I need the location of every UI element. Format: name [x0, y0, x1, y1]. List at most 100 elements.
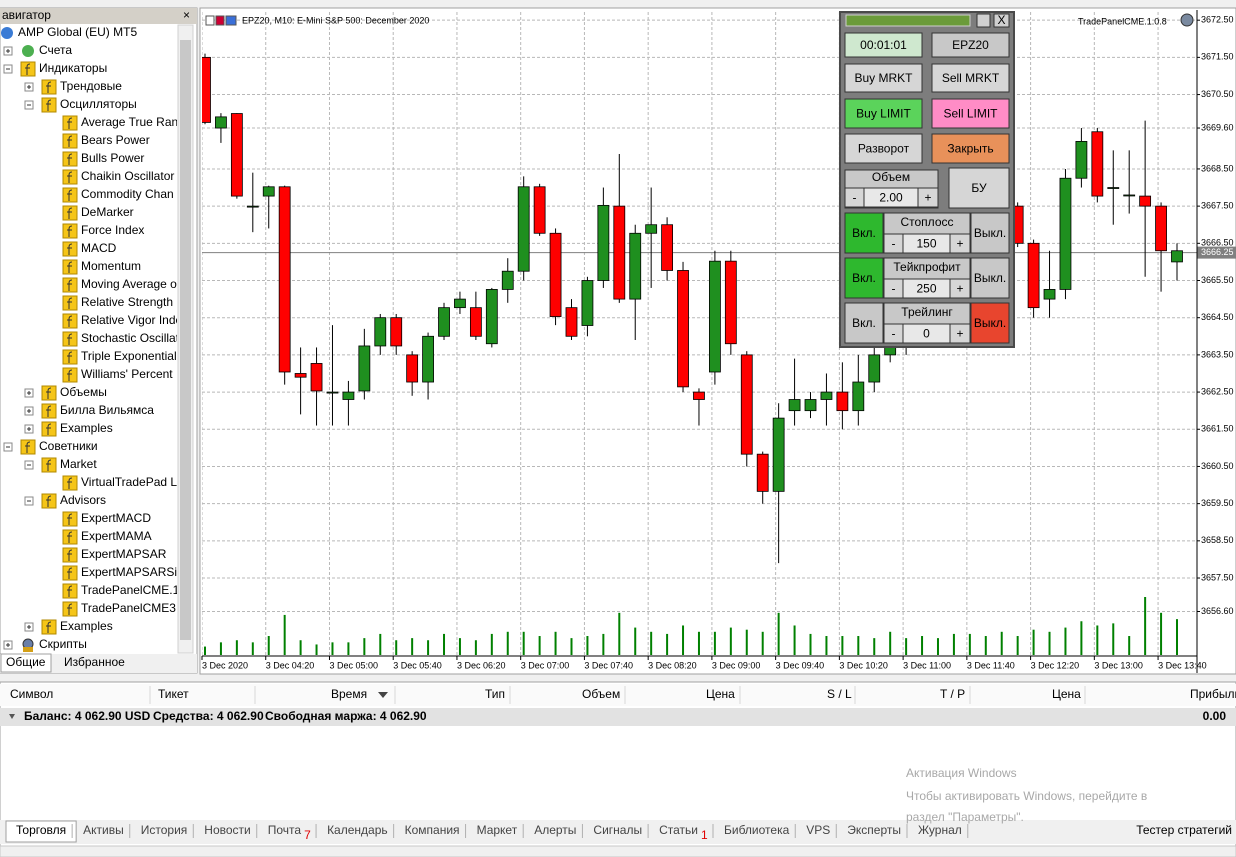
navigator-close[interactable]: ×	[183, 8, 190, 22]
tree-item[interactable]: AMP Global (EU) MT5	[18, 25, 137, 39]
indicator-icon-f	[67, 117, 73, 129]
tree-item[interactable]: Relative Vigor Inde	[81, 313, 183, 327]
panel-minimize[interactable]	[976, 13, 991, 28]
y-tick-label: 3663.50	[1201, 349, 1234, 359]
takeprofit-off[interactable]	[970, 257, 1010, 299]
reverse[interactable]	[844, 133, 923, 164]
tree-item[interactable]: Советники	[39, 439, 98, 453]
column-header[interactable]: Тикет	[158, 687, 189, 701]
column-header[interactable]: Прибыль	[1190, 687, 1236, 701]
toolbox-tab[interactable]: Торговля	[16, 823, 66, 837]
tree-item[interactable]: Bears Power	[81, 133, 150, 147]
toolbox-tab[interactable]: VPS	[806, 823, 830, 837]
volume-label: Объем	[872, 170, 910, 184]
y-tick-label: 3668.50	[1201, 163, 1234, 173]
indicator-icon-f	[67, 207, 73, 219]
column-header[interactable]: Время	[331, 687, 367, 701]
tree-item[interactable]: Williams' Percent	[81, 367, 173, 381]
tree-item[interactable]: Commodity Chan	[81, 187, 174, 201]
nav-tab[interactable]: Общие	[6, 655, 46, 669]
tree-item[interactable]: Average True Rang	[81, 115, 185, 129]
tree-item[interactable]: Force Index	[81, 223, 144, 237]
stoploss-plus[interactable]	[949, 233, 971, 254]
buy-market[interactable]	[844, 63, 923, 93]
toolbox-tab[interactable]: Активы	[83, 823, 124, 837]
tree-item[interactable]: ExpertMAPSARSize	[81, 565, 190, 579]
tree-item[interactable]: DeMarker	[81, 205, 134, 219]
stoploss-off[interactable]	[970, 212, 1010, 254]
stoploss-on[interactable]	[844, 212, 884, 254]
tree-item[interactable]: Трендовые	[60, 79, 122, 93]
takeprofit-on[interactable]	[844, 257, 884, 299]
toolbox-tab[interactable]: Эксперты	[847, 823, 901, 837]
toolbox-tab[interactable]: Статьи	[659, 823, 698, 837]
trailing-on[interactable]	[844, 302, 884, 344]
tree-item[interactable]: Bulls Power	[81, 151, 144, 165]
trailing-plus[interactable]	[949, 323, 971, 344]
column-header[interactable]: Тип	[485, 687, 505, 701]
column-header[interactable]: Цена	[1052, 687, 1081, 701]
symbol-button[interactable]	[931, 32, 1010, 58]
tree-item[interactable]: Examples	[60, 619, 113, 633]
timer[interactable]	[844, 32, 923, 58]
tree-expander-sign	[27, 409, 31, 413]
column-header[interactable]: Цена	[706, 687, 735, 701]
sell-market[interactable]	[931, 63, 1010, 93]
takeprofit-plus[interactable]	[949, 278, 971, 299]
collapse-icon[interactable]	[9, 714, 15, 719]
indicator-icon-f	[67, 549, 73, 561]
toolbox-tab[interactable]: Календарь	[327, 823, 388, 837]
column-header[interactable]: S / L	[827, 687, 852, 701]
trailing-off[interactable]	[970, 302, 1010, 344]
tree-item[interactable]: ExpertMACD	[81, 511, 151, 525]
close-all[interactable]	[931, 133, 1010, 164]
column-header[interactable]: Символ	[10, 687, 53, 701]
tree-item[interactable]: ExpertMAMA	[81, 529, 152, 543]
tree-item[interactable]: VirtualTradePad L	[81, 475, 177, 489]
indicator-icon-f	[67, 261, 73, 273]
sell-limit[interactable]	[931, 98, 1010, 129]
tree-item[interactable]: Triple Exponential	[81, 349, 177, 363]
tree-item[interactable]: TradePanelCME.1.	[81, 583, 183, 597]
tree-item[interactable]: Relative Strength I	[81, 295, 180, 309]
tree-item[interactable]: Скрипты	[39, 637, 87, 651]
toolbox-tab[interactable]: История	[141, 823, 188, 837]
toolbox-tab[interactable]: Маркет	[477, 823, 518, 837]
column-header[interactable]: T / P	[940, 687, 965, 701]
tree-item[interactable]: Advisors	[60, 493, 106, 507]
tree-item[interactable]: Market	[60, 457, 97, 471]
tree-item[interactable]: Examples	[60, 421, 113, 435]
buy-limit[interactable]	[844, 98, 923, 129]
nav-tab[interactable]: Избранное	[64, 655, 125, 669]
candle-body	[533, 186, 546, 234]
indicator-icon-f	[67, 171, 73, 183]
toolbox-tab[interactable]: Алерты	[534, 823, 576, 837]
toolbox-tab[interactable]: Новости	[204, 823, 250, 837]
tree-item[interactable]: Индикаторы	[39, 61, 107, 75]
trade-panel: X 00:01:01 EPZ20 Buy MRKT Sell MRKT Buy LIMIT…	[839, 11, 1015, 348]
toolbox-tab[interactable]: Библиотека	[724, 823, 790, 837]
tree-item[interactable]: Chaikin Oscillator	[81, 169, 174, 183]
tester-tab[interactable]: Тестер стратегий	[1136, 823, 1232, 837]
breakeven[interactable]	[948, 167, 1010, 209]
toolbox-tab[interactable]: Журнал	[918, 823, 962, 837]
tree-item[interactable]: Билла Вильямса	[60, 403, 154, 417]
panel-close-btn[interactable]	[993, 13, 1010, 28]
tree-item[interactable]: Осцилляторы	[60, 97, 137, 111]
candle-body	[597, 204, 610, 281]
tree-item[interactable]: TradePanelCME3	[81, 601, 176, 615]
trailing-label: Трейлинг	[901, 305, 953, 319]
toolbox-tab[interactable]: Почта	[268, 823, 302, 837]
column-header[interactable]: Объем	[582, 687, 620, 701]
tree-item[interactable]: Stochastic Oscillat	[81, 331, 180, 345]
tree-item[interactable]: Momentum	[81, 259, 141, 273]
scroll-thumb[interactable]	[180, 40, 191, 640]
tree-item[interactable]: ExpertMAPSAR	[81, 547, 167, 561]
toolbox-tab[interactable]: Компания	[405, 823, 460, 837]
tree-item[interactable]: Moving Average o	[81, 277, 177, 291]
tree-item[interactable]: Счета	[39, 43, 72, 57]
toolbox-tab[interactable]: Сигналы	[593, 823, 642, 837]
tree-item[interactable]: MACD	[81, 241, 117, 255]
volume-plus[interactable]	[917, 187, 939, 208]
tree-item[interactable]: Объемы	[60, 385, 107, 399]
